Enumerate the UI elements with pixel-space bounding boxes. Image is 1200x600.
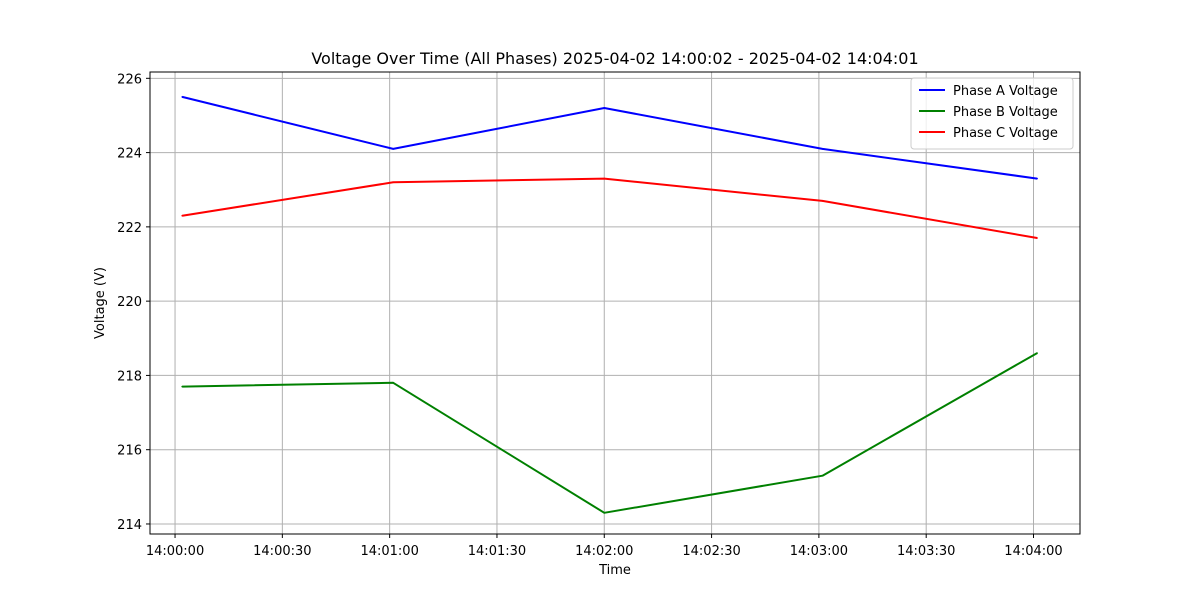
legend-label: Phase C Voltage [953,126,1058,141]
legend-box [910,77,1074,150]
series-lines [181,95,1038,514]
y-tick-label: 214 [117,518,142,533]
phase-c-voltage-point [1036,237,1038,239]
y-tick-label: 220 [117,295,142,310]
x-tick-label: 14:02:00 [575,544,633,559]
chart-title: Voltage Over Time (All Phases) 2025-04-0… [311,49,918,68]
x-tick-label: 14:00:00 [146,544,204,559]
legend-label: Phase B Voltage [953,105,1058,120]
x-tick-label: 14:03:30 [897,544,955,559]
legend: Phase A Voltage Phase B Voltage Phase C Vo… [910,77,1074,150]
phase-a-voltage-point [603,107,606,109]
y-axis-label: Voltage (V) [93,267,108,339]
y-tick-label: 224 [117,147,142,162]
y-tick-label: 222 [117,221,142,236]
x-axis-label: Time [598,563,631,578]
phase-b-voltage-point [1036,352,1038,354]
x-tick-label: 14:02:30 [682,544,740,559]
y-tick-label: 218 [117,369,142,384]
y-axis: 214 216 218 220 222 224 226 [117,72,150,533]
phase-b-voltage-point [181,385,183,388]
x-tick-label: 14:01:30 [468,544,526,559]
x-tick-label: 14:04:00 [1004,544,1062,559]
phase-b-voltage-point [603,512,606,514]
phase-a-voltage-point [821,148,824,150]
phase-b-voltage-point [821,474,824,477]
x-tick-label: 14:01:00 [360,544,418,559]
phase-a-voltage-point [392,148,395,150]
phase-c-voltage-point [821,200,824,202]
phase-c-voltage-point [181,214,183,217]
plot-frame [149,71,1081,535]
phase-c-voltage-point [392,181,395,184]
phase-b-voltage-point [392,382,395,384]
x-axis: 14:00:00 14:00:30 14:01:00 14:01:30 14:02:00… [146,534,1063,559]
phase-a-voltage-point [181,96,183,98]
phase-c-voltage-point [603,177,606,180]
x-tick-label: 14:03:00 [790,544,848,559]
y-tick-label: 216 [117,444,142,459]
x-tick-label: 14:00:30 [253,544,311,559]
y-tick-label: 226 [117,72,142,87]
phase-a-voltage-point [1036,177,1038,180]
legend-label: Phase A Voltage [953,84,1058,99]
